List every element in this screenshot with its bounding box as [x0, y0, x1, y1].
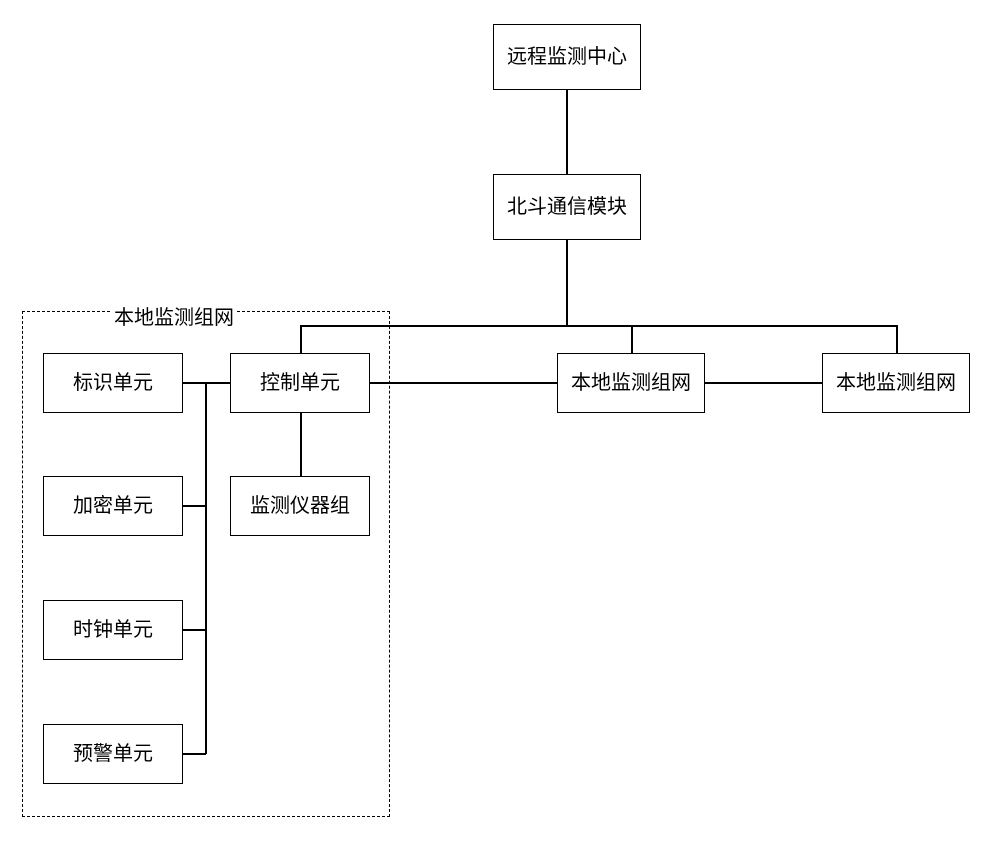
edge-control-monitor	[300, 413, 302, 476]
node-beidou: 北斗通信模块	[493, 174, 641, 240]
edge-control-localnet2	[370, 382, 557, 384]
edge-top-bus	[300, 325, 896, 327]
edge-id-control	[183, 382, 230, 384]
edge-beidou-bus	[566, 240, 568, 325]
system-diagram: 本地监测组网 远程监测中心 北斗通信模块 控制单元 本地监测组网 本地监测组网 …	[0, 0, 1000, 856]
edge-remote-beidou	[566, 90, 568, 174]
node-monitor-group: 监测仪器组	[230, 476, 370, 536]
edge-bus-localnet2	[631, 325, 633, 353]
node-remote-center: 远程监测中心	[493, 24, 641, 90]
container-label: 本地监测组网	[112, 301, 236, 330]
edge-bus-control	[300, 325, 302, 353]
edge-stub-clock	[183, 629, 206, 631]
edge-bus-localnet3	[896, 325, 898, 353]
node-clock-unit: 时钟单元	[43, 600, 183, 660]
node-encrypt-unit: 加密单元	[43, 476, 183, 536]
edge-stub-warn	[183, 753, 206, 755]
edge-stub-encrypt	[183, 505, 206, 507]
node-local-net-2: 本地监测组网	[557, 353, 705, 413]
node-control-unit: 控制单元	[230, 353, 370, 413]
node-warn-unit: 预警单元	[43, 724, 183, 784]
edge-localnet2-localnet3	[705, 382, 822, 384]
edge-left-bus	[205, 382, 207, 754]
node-id-unit: 标识单元	[43, 353, 183, 413]
node-local-net-3: 本地监测组网	[822, 353, 970, 413]
